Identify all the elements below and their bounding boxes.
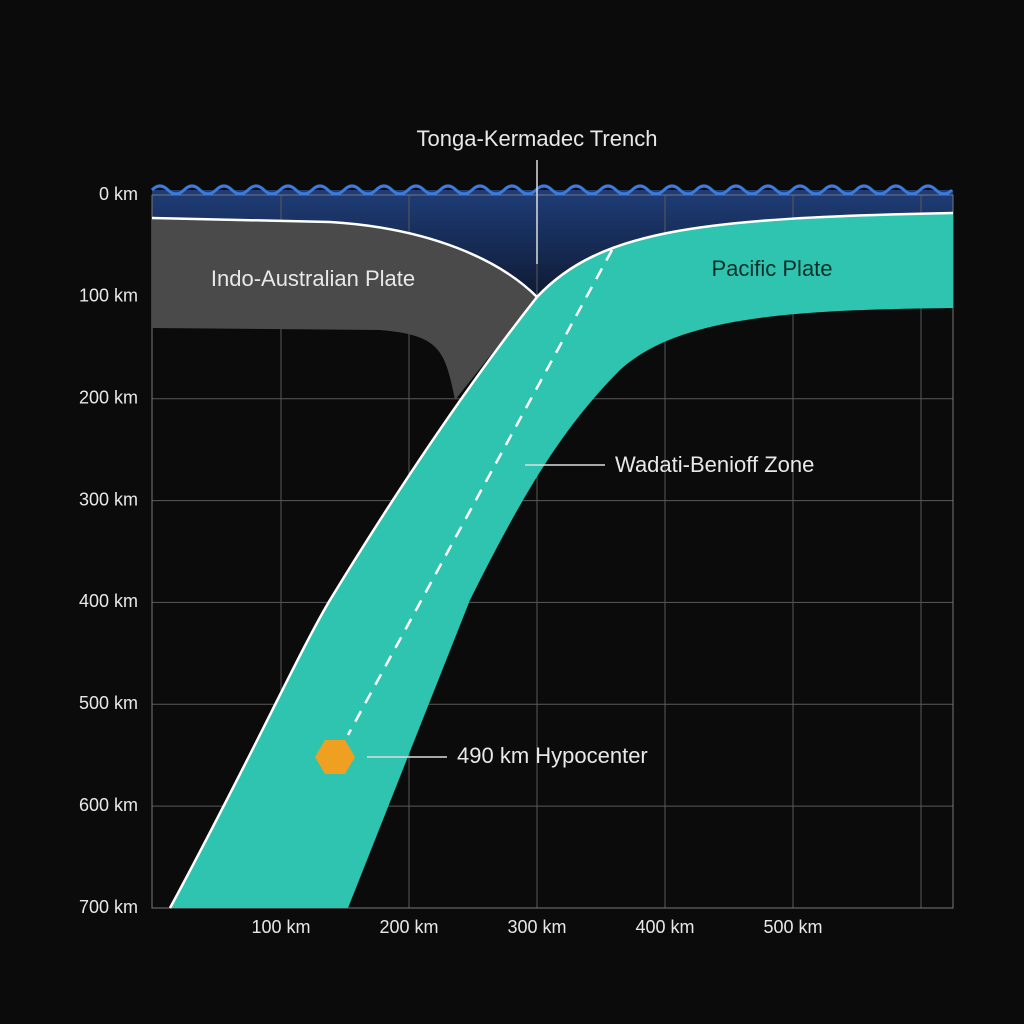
title: Tonga-Kermadec Trench (417, 126, 658, 151)
ocean (152, 190, 953, 297)
x-axis-label: 300 km (507, 917, 566, 937)
annotation: 490 km Hypocenter (457, 743, 648, 768)
indo-australian-plate (152, 218, 537, 400)
benioff-line (346, 249, 614, 736)
x-axis-label: 400 km (635, 917, 694, 937)
plate-label: Pacific Plate (711, 256, 832, 281)
x-axis-label: 200 km (379, 917, 438, 937)
annotation: Wadati-Benioff Zone (615, 452, 814, 477)
y-axis-label: 0 km (99, 184, 138, 204)
y-axis-label: 300 km (79, 489, 138, 509)
pacific-plate (170, 213, 953, 908)
plate-label: Indo-Australian Plate (211, 266, 415, 291)
sea-surface (150, 184, 954, 196)
plate-boundary (168, 211, 954, 909)
y-axis-label: 600 km (79, 795, 138, 815)
y-axis-label: 500 km (79, 693, 138, 713)
x-axis-label: 100 km (251, 917, 310, 937)
y-axis-label: 400 km (79, 591, 138, 611)
x-axis-label: 500 km (763, 917, 822, 937)
hypocenter-marker (315, 740, 355, 774)
plot-frame (151, 194, 954, 909)
y-axis-label: 200 km (79, 387, 138, 407)
y-axis-label: 100 km (79, 286, 138, 306)
y-axis-label: 700 km (79, 897, 138, 917)
plate-surface (151, 216, 538, 298)
